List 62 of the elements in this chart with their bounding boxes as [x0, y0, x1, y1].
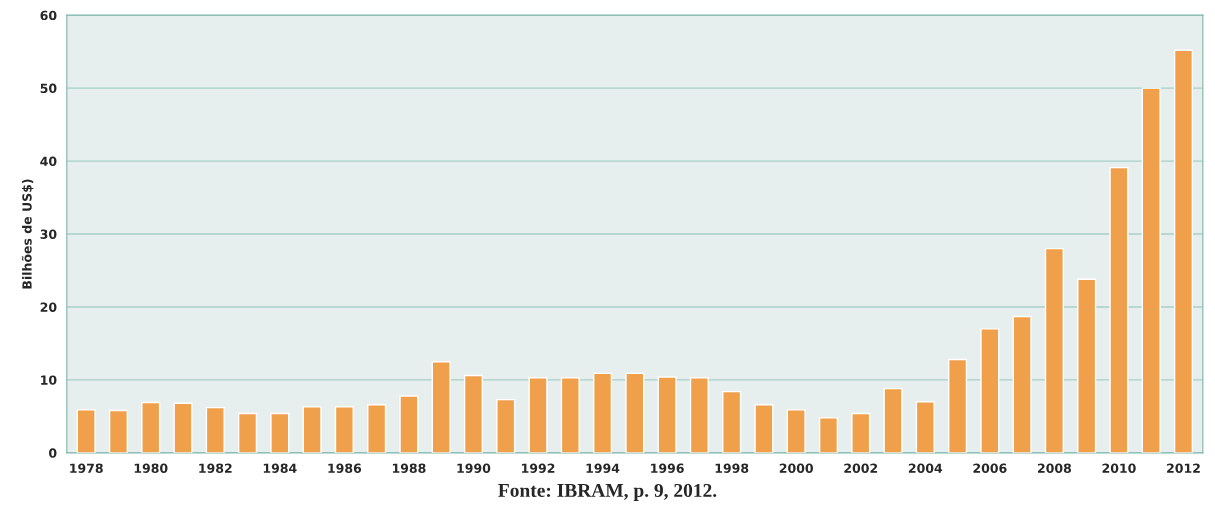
bar	[851, 412, 871, 453]
x-tick-label: 1992	[522, 463, 555, 473]
bar	[786, 409, 806, 453]
bar	[915, 401, 935, 453]
y-axis-title: Bilhões de US$)	[21, 179, 34, 289]
bar	[496, 398, 516, 453]
bar	[334, 406, 354, 453]
y-tick-label: 0	[49, 448, 57, 458]
bar	[1141, 87, 1161, 453]
x-tick-label: 1994	[586, 463, 620, 473]
bar	[108, 409, 129, 453]
x-tick-label: 1982	[199, 463, 232, 473]
bar	[76, 409, 96, 453]
bar	[980, 328, 1000, 453]
bar	[818, 417, 839, 453]
x-tick-label: 1990	[457, 463, 491, 473]
x-tick-label: 1986	[328, 463, 362, 473]
bar	[237, 412, 258, 453]
x-tick-label: 2002	[844, 463, 878, 473]
x-tick-label: 1996	[651, 463, 684, 473]
x-tick-label: 2008	[1037, 463, 1072, 473]
x-tick-label: 1980	[134, 463, 168, 473]
bar	[528, 377, 548, 453]
bar	[141, 401, 161, 453]
bar	[1173, 49, 1194, 453]
bar	[302, 406, 322, 453]
bar	[722, 390, 742, 453]
bar	[560, 377, 580, 453]
bar	[1012, 315, 1032, 453]
bar	[592, 372, 613, 453]
bar	[463, 374, 484, 453]
bar	[625, 372, 645, 453]
bar	[399, 395, 419, 453]
y-tick-label: 20	[40, 302, 57, 312]
bar	[657, 376, 677, 453]
x-tick-label: 1978	[70, 463, 103, 473]
y-tick-label: 10	[41, 375, 57, 385]
bar	[948, 358, 968, 453]
y-tick-label: 50	[40, 83, 57, 94]
x-tick-label: 2006	[973, 463, 1007, 473]
bar	[883, 387, 903, 453]
x-tick-label: 2010	[1102, 463, 1136, 473]
bar	[754, 404, 774, 453]
bar	[205, 406, 225, 453]
y-tick-label: 60	[40, 10, 57, 21]
bar	[1109, 166, 1129, 453]
bar	[173, 402, 193, 453]
x-tick-label: 1998	[715, 463, 749, 473]
x-tick-label: 2004	[908, 463, 943, 473]
x-tick-label: 2000	[779, 463, 813, 473]
bar	[689, 377, 709, 453]
bar	[431, 360, 451, 453]
x-tick-label: 1984	[263, 463, 297, 473]
x-tick-label: 1988	[392, 463, 426, 473]
x-tick-label: 2012	[1167, 463, 1200, 473]
bar	[1077, 278, 1097, 453]
y-tick-label: 30	[40, 229, 57, 239]
source-note: Fonte: IBRAM, p. 9, 2012.	[498, 483, 717, 501]
bar	[1044, 247, 1064, 453]
bar	[367, 404, 387, 453]
bar	[270, 412, 290, 453]
y-tick-label: 40	[40, 156, 57, 166]
